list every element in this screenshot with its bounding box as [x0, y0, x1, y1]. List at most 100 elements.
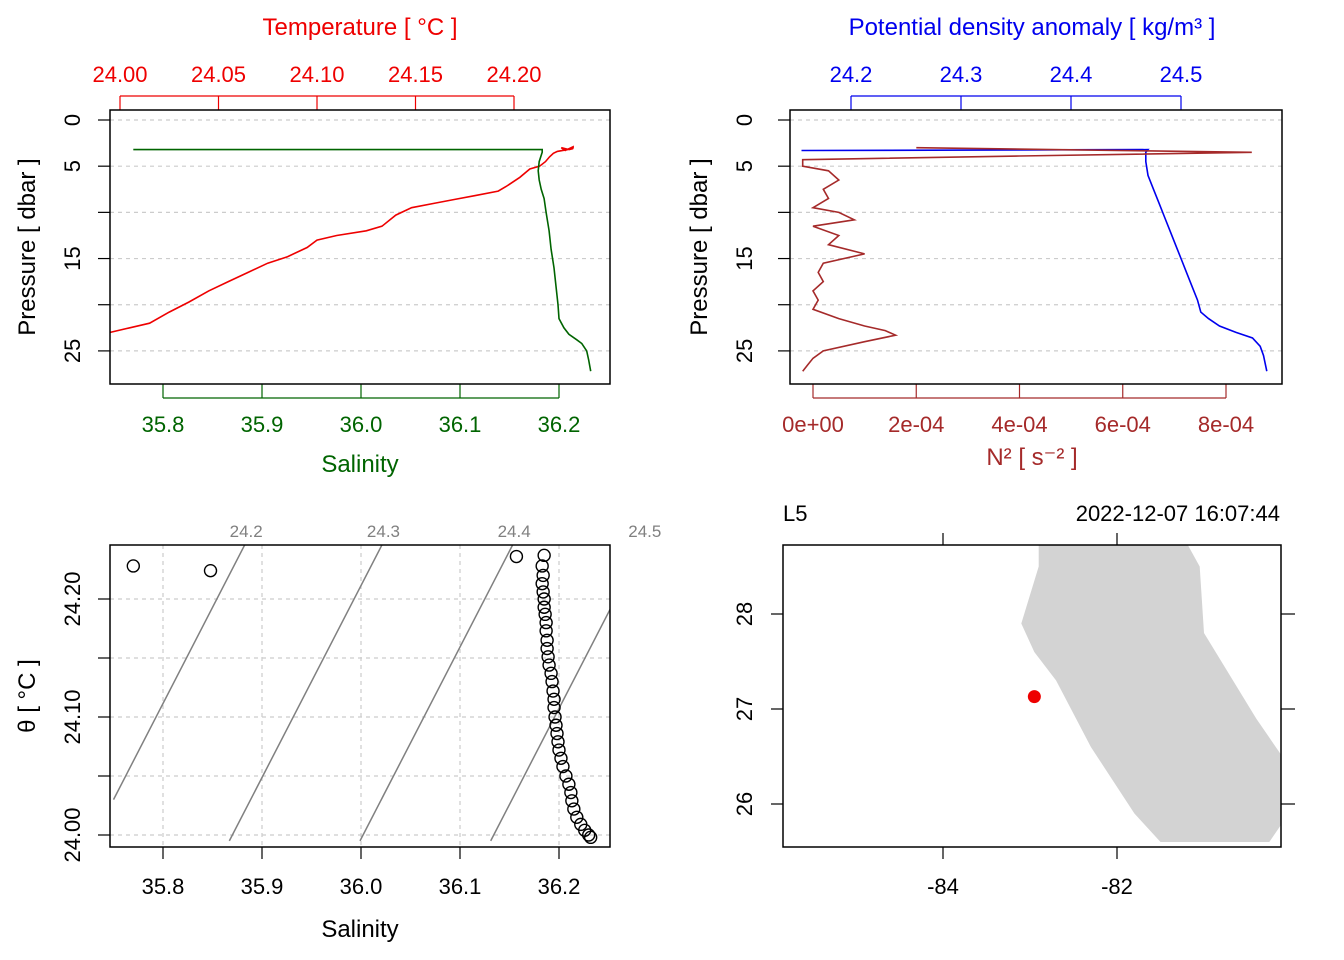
data-point: [539, 624, 553, 638]
data-point: [535, 576, 549, 591]
salinity-line: [133, 148, 592, 372]
x-tick-label: -84: [927, 874, 959, 899]
timestamp-label: 2022-12-07 16:07:44: [1076, 501, 1280, 526]
plot-frame: [109, 544, 611, 848]
station-map-panel: L5 2022-12-07 16:07:44 -84 -82 26 27 28: [732, 501, 1295, 899]
isopycnal-labels: 24.2 24.3 24.4 24.5: [230, 522, 662, 541]
n2-line: [801, 146, 1252, 372]
data-point: [537, 592, 551, 606]
pressure-axis-title: Pressure [ dbar ]: [686, 158, 713, 335]
data-point: [542, 658, 556, 672]
y-tick-label: 26: [732, 792, 757, 816]
top-tick-label: 24.3: [940, 62, 983, 87]
map-frame: [782, 544, 1282, 848]
data-point: [535, 559, 549, 573]
data-point: [559, 769, 573, 783]
data-point: [583, 830, 598, 845]
data-point: [548, 710, 562, 724]
data-point: [570, 810, 584, 824]
bottom-tick-label: 36.2: [538, 412, 581, 437]
profile-panel-ts: Temperature [ °C ] Salinity Pressure [ d…: [14, 14, 611, 478]
x-tick-label: -82: [1101, 874, 1133, 899]
data-point: [537, 600, 551, 614]
temperature-axis-title: Temperature [ °C ]: [263, 14, 458, 41]
y-tick-label: 25: [732, 339, 757, 363]
data-point: [552, 743, 566, 757]
top-tick-label: 24.4: [1050, 62, 1093, 87]
n2-axis-title: N² [ s⁻² ]: [986, 444, 1077, 471]
isopycnal-line: [359, 545, 514, 842]
density-line: [801, 148, 1268, 372]
x-tick-label: 35.9: [241, 874, 284, 899]
data-point: [537, 548, 551, 563]
data-point: [567, 802, 581, 816]
axes: 35.8 35.9 36.0 36.1 36.2 24.00 24.10 24.20: [60, 571, 580, 899]
data-point: [540, 633, 554, 647]
y-tick-label: 15: [60, 246, 85, 270]
data-point: [509, 549, 524, 564]
data-point: [544, 666, 558, 681]
plot-area: [110, 145, 592, 372]
plot-frame: [789, 109, 1283, 385]
data-point: [562, 777, 576, 791]
isopycnal-label: 24.2: [230, 522, 263, 541]
isopycnal-line: [490, 607, 610, 842]
salinity-axis-title: Salinity: [321, 451, 398, 478]
data-point: [565, 794, 579, 808]
ts-diagram-panel: Salinity θ [ °C ] 35.8 35.9 36.0 36.1 36.2 24…: [14, 522, 662, 943]
top-tick-label: 24.00: [92, 62, 147, 87]
plot-frame: [109, 109, 611, 385]
data-point: [539, 615, 553, 630]
data-point: [582, 828, 596, 842]
bottom-tick-label: 2e-04: [888, 412, 944, 437]
top-tick-label: 24.20: [486, 62, 541, 87]
bottom-tick-label: 6e-04: [1095, 412, 1151, 437]
data-point: [545, 674, 559, 689]
axes: 0 5 15 25 24.00 24.05 24.10 24.15 24.20 35.8 35.9 3…: [60, 62, 580, 437]
top-tick-label: 24.05: [191, 62, 246, 87]
plot-area: [112, 545, 610, 845]
data-point: [550, 726, 564, 741]
land-area: [1021, 545, 1281, 842]
data-point: [551, 735, 565, 749]
data-point: [546, 684, 560, 698]
plot-area: [801, 146, 1268, 372]
y-tick-label: 15: [732, 246, 757, 270]
bottom-tick-label: 4e-04: [991, 412, 1047, 437]
data-point: [547, 692, 561, 706]
x-tick-label: 36.0: [340, 874, 383, 899]
data-point: [126, 559, 141, 573]
top-tick-label: 24.5: [1160, 62, 1203, 87]
isopycnal-label: 24.3: [367, 522, 400, 541]
top-tick-label: 24.2: [830, 62, 873, 87]
data-point: [556, 759, 570, 774]
y-tick-label: 5: [732, 160, 757, 172]
top-tick-label: 24.10: [289, 62, 344, 87]
data-point: [541, 650, 555, 664]
pressure-axis-title: Pressure [ dbar ]: [14, 158, 41, 335]
x-tick-label: 35.8: [142, 874, 185, 899]
data-point: [564, 785, 578, 800]
station-marker: [1027, 690, 1041, 704]
data-point: [536, 568, 550, 583]
grid-lines: [110, 119, 610, 352]
bottom-tick-label: 35.9: [241, 412, 284, 437]
y-tick-label: 24.20: [60, 571, 85, 626]
station-label: L5: [783, 501, 807, 526]
y-tick-label: 24.10: [60, 689, 85, 744]
data-point: [203, 563, 218, 578]
temperature-line: [110, 145, 574, 334]
theta-axis-title: θ [ °C ]: [14, 659, 41, 733]
profile-panel-density: Potential density anomaly [ kg/m³ ] N² […: [686, 14, 1283, 471]
isopycnal-line: [112, 545, 246, 800]
data-point: [554, 751, 568, 765]
y-tick-label: 24.00: [60, 807, 85, 862]
bottom-tick-label: 35.8: [142, 412, 185, 437]
data-point: [549, 718, 563, 732]
isopycnal-label: 24.4: [498, 522, 531, 541]
bottom-tick-label: 8e-04: [1198, 412, 1254, 437]
bottom-tick-label: 0e+00: [782, 412, 844, 437]
data-point: [538, 607, 552, 622]
bottom-tick-label: 36.0: [340, 412, 383, 437]
